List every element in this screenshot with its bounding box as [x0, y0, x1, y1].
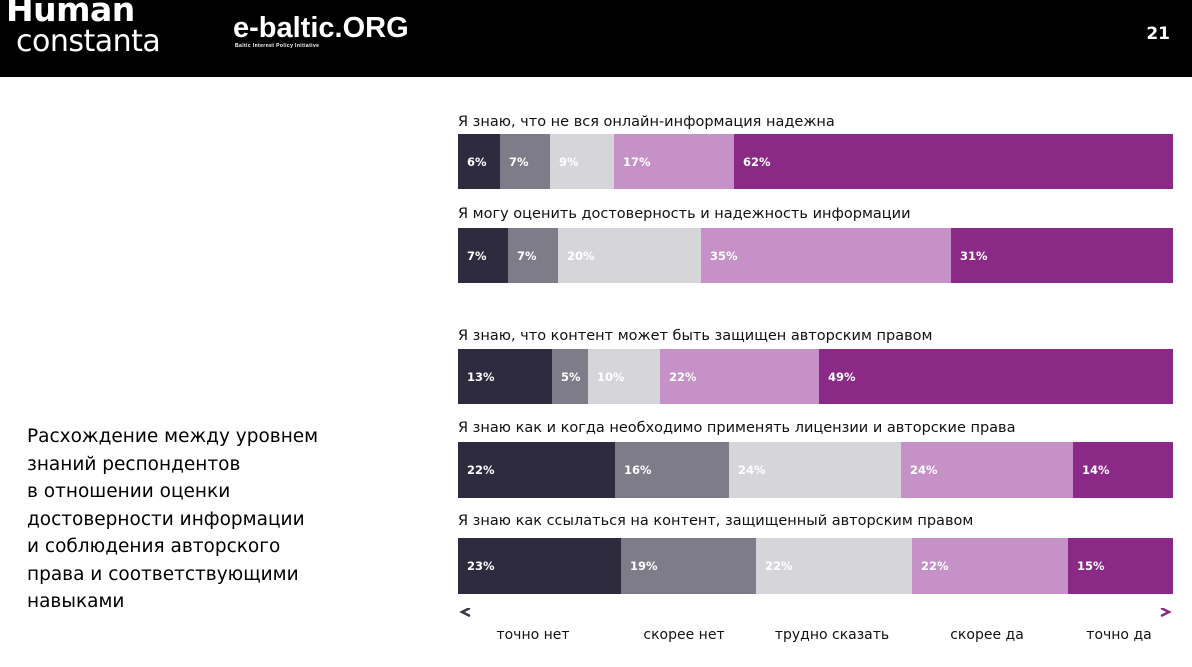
data-label: 15%	[1077, 559, 1105, 573]
data-label: 22%	[467, 463, 495, 477]
bar-segment: 7%	[500, 134, 550, 189]
bar-segment: 22%	[660, 349, 819, 404]
data-label: 17%	[623, 154, 651, 169]
bar-segment: 49%	[819, 349, 1173, 404]
bar-segment: 24%	[729, 442, 901, 498]
question-title: Я знаю, что не вся онлайн-информация над…	[458, 114, 835, 130]
bar-segment: 35%	[701, 228, 951, 283]
stacked-bar: 7% 7% 20% 35% 31%	[458, 228, 1173, 283]
data-label: 7%	[509, 154, 529, 169]
data-label: 35%	[710, 248, 738, 263]
bar-segment: 62%	[734, 134, 1173, 189]
data-label: 62%	[743, 154, 771, 169]
arrow-left-icon	[459, 608, 471, 618]
data-label: 7%	[517, 248, 537, 263]
stacked-bar: 22% 16% 24% 24% 14%	[458, 442, 1173, 498]
data-label: 19%	[630, 559, 658, 573]
bar-segment: 20%	[558, 228, 701, 283]
bar-segment: 22%	[756, 538, 912, 594]
legend-label: точно нет	[496, 627, 570, 643]
legend-scale: точно нет скорее нет трудно сказать скорее …	[458, 608, 1173, 653]
bar-segment: 14%	[1073, 442, 1173, 498]
data-label: 16%	[624, 463, 652, 477]
scale-arrow	[459, 608, 1172, 618]
data-label: 23%	[467, 559, 495, 573]
data-label: 31%	[960, 248, 988, 263]
bar-segment: 9%	[550, 134, 614, 189]
logo-line-1: Human	[6, 0, 135, 29]
bar-segment: 7%	[508, 228, 558, 283]
legend-label: скорее нет	[643, 627, 725, 643]
data-label: 22%	[921, 559, 949, 573]
bar-segment: 31%	[951, 228, 1173, 283]
data-label: 22%	[669, 369, 697, 384]
bar-segment: 7%	[458, 228, 508, 283]
header-bar: Human constanta e-baltic.ORG Baltic Inte…	[0, 0, 1192, 77]
data-label: 20%	[567, 248, 595, 263]
stacked-bar: 13% 5% 10% 22% 49%	[458, 349, 1173, 404]
data-label: 13%	[467, 369, 495, 384]
bar-segment: 23%	[458, 538, 621, 594]
data-label: 49%	[828, 369, 856, 384]
data-label: 10%	[597, 369, 625, 384]
legend-label: трудно сказать	[774, 627, 890, 643]
bar-segment: 22%	[458, 442, 615, 498]
bar-segment: 19%	[621, 538, 756, 594]
question-title: Я могу оценить достоверность и надежност…	[458, 206, 911, 222]
legend-label: скорее да	[950, 627, 1024, 643]
page-number: 21	[1146, 24, 1170, 44]
ebaltic-logo-subtitle: Baltic Internet Policy Initiative	[235, 43, 320, 49]
bar-segment: 10%	[588, 349, 660, 404]
stacked-bar: 23% 19% 22% 22% 15%	[458, 538, 1173, 594]
bar-segment: 16%	[615, 442, 729, 498]
bar-segment: 15%	[1068, 538, 1173, 594]
ebaltic-logo: e-baltic.ORG Baltic Internet Policy Init…	[233, 12, 433, 52]
data-label: 22%	[765, 559, 793, 573]
data-label: 6%	[467, 154, 487, 169]
data-label: 7%	[467, 248, 487, 263]
data-label: 24%	[910, 463, 938, 477]
question-title: Я знаю как ссылаться на контент, защищен…	[458, 513, 974, 529]
data-label: 5%	[561, 369, 581, 384]
question-title: Я знаю как и когда необходимо применять …	[458, 420, 1016, 436]
bar-segment: 22%	[912, 538, 1068, 594]
bar-segment: 13%	[458, 349, 552, 404]
bar-segment: 24%	[901, 442, 1073, 498]
stacked-bar: 6% 7% 9% 17% 62%	[458, 134, 1173, 189]
legend-label: точно да	[1086, 627, 1152, 643]
bar-segment: 5%	[552, 349, 588, 404]
bar-segment: 6%	[458, 134, 500, 189]
ebaltic-logo-text: e-baltic.ORG	[233, 12, 409, 44]
arrow-right-icon	[1160, 608, 1172, 618]
data-label: 14%	[1082, 463, 1110, 477]
data-label: 9%	[559, 154, 579, 169]
human-constanta-logo: Human constanta	[6, 0, 196, 62]
bar-segment: 17%	[614, 134, 734, 189]
side-description: Расхождение между уровнем знаний респонд…	[27, 426, 319, 612]
data-label: 24%	[738, 463, 766, 477]
question-title: Я знаю, что контент может быть защищен а…	[458, 328, 933, 344]
logo-line-2: constanta	[16, 24, 161, 59]
